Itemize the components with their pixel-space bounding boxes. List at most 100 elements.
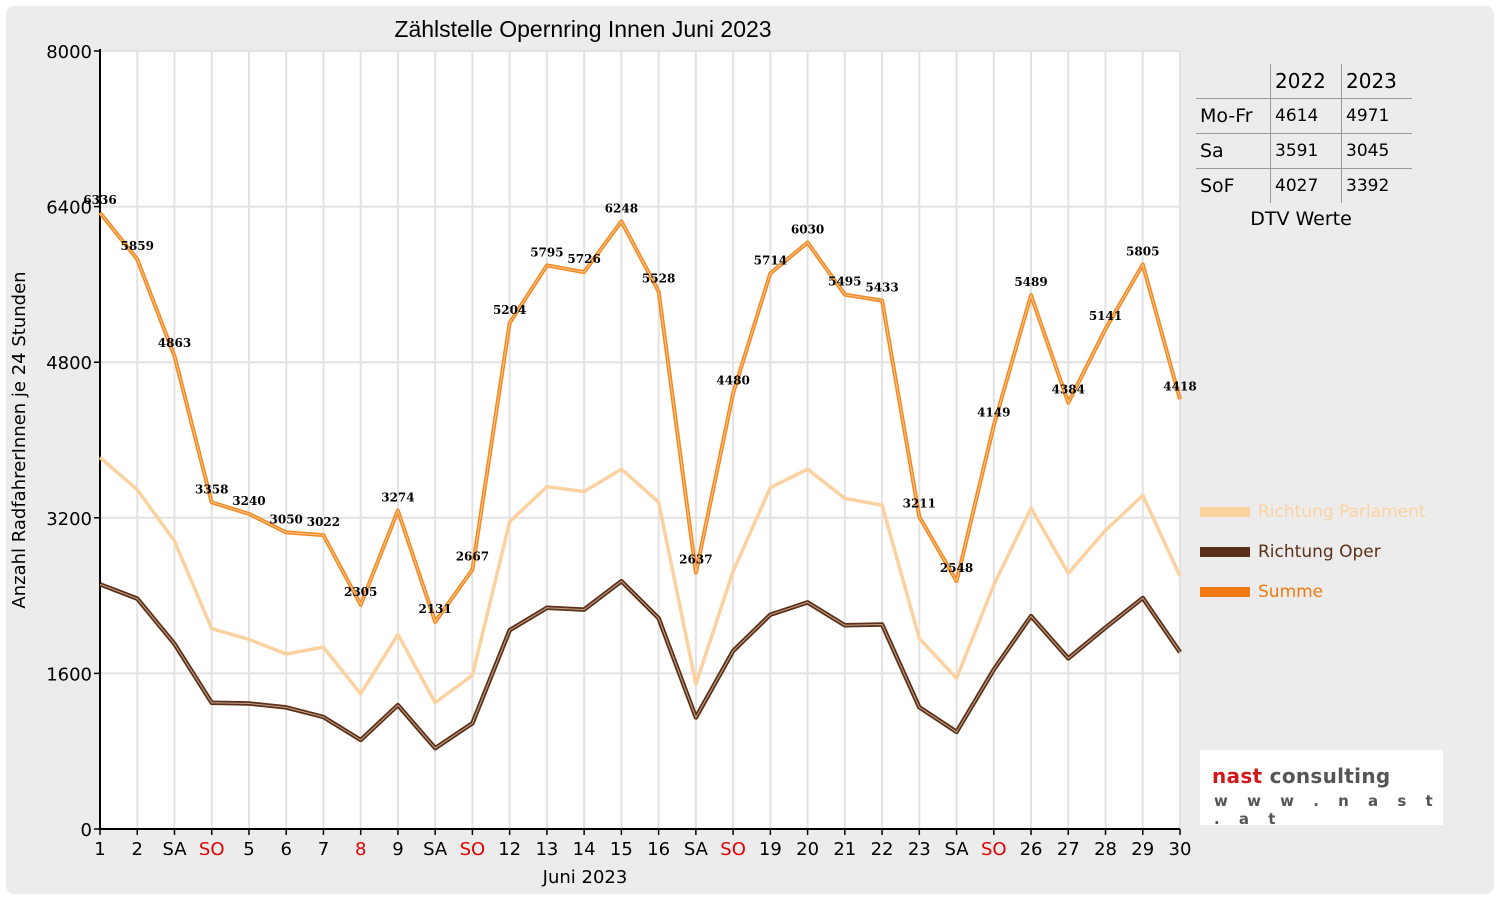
x-tick-label: 6 — [280, 839, 291, 860]
legend-label: Richtung Oper — [1258, 542, 1381, 562]
y-axis-label: Anzahl RadfahrerInnen je 24 Stunden — [9, 271, 30, 608]
plot-area — [100, 51, 1180, 829]
data-label: 3050 — [270, 512, 303, 526]
data-label: 6248 — [605, 201, 638, 215]
x-tick-label: 2 — [132, 839, 143, 860]
legend-swatch — [1200, 547, 1250, 557]
x-tick-label: 19 — [759, 839, 782, 860]
data-label: 5795 — [530, 245, 563, 259]
y-tick-label: 1600 — [46, 664, 92, 685]
series-layer — [98, 211, 1182, 751]
dtv-value-2022: 4614 — [1270, 98, 1342, 134]
data-label: 4384 — [1052, 383, 1085, 397]
series-line-richtung-parlament — [98, 456, 1182, 705]
dtv-row-label: SoF — [1200, 175, 1235, 197]
x-tick-label: 23 — [908, 839, 931, 860]
dtv-row-sof: SoF 4027 3392 — [1196, 168, 1412, 203]
data-label: 6336 — [83, 193, 116, 207]
data-label: 5433 — [865, 281, 898, 295]
legend-swatch — [1200, 507, 1250, 517]
data-label: 3211 — [903, 497, 936, 511]
legend: Richtung Parlament Richtung Oper Summe — [1200, 492, 1426, 612]
data-label: 4149 — [977, 406, 1010, 420]
x-tick-label: 9 — [392, 839, 403, 860]
x-tick-label: SA — [945, 839, 970, 860]
legend-item-parlament: Richtung Parlament — [1200, 492, 1426, 532]
dtv-table: 2022 2023 Mo-Fr 4614 4971 Sa 3591 3045 S… — [1196, 64, 1416, 203]
x-tick-label: SA — [162, 839, 187, 860]
dtv-value-2023: 4971 — [1341, 98, 1412, 134]
dtv-value-2022: 4027 — [1270, 168, 1342, 203]
data-label: 6030 — [791, 223, 824, 237]
x-tick-label: 12 — [498, 839, 521, 860]
logo-brand-word1: nast — [1212, 764, 1263, 788]
x-axis-label: Juni 2023 — [542, 867, 628, 888]
chart-title: Zählstelle Opernring Innen Juni 2023 — [394, 16, 771, 42]
legend-item-oper: Richtung Oper — [1200, 532, 1426, 572]
legend-swatch — [1200, 587, 1250, 597]
dtv-header-2022: 2022 — [1270, 64, 1342, 99]
logo-url: w w w . n a s t . a t — [1214, 792, 1440, 828]
data-label: 5528 — [642, 271, 675, 285]
data-label: 2305 — [344, 585, 377, 599]
dtv-row-mofr: Mo-Fr 4614 4971 — [1196, 98, 1412, 134]
legend-label: Richtung Parlament — [1258, 502, 1426, 522]
dtv-caption: DTV Werte — [1250, 208, 1352, 230]
x-tick-label: 28 — [1094, 839, 1117, 860]
data-label: 2637 — [679, 553, 712, 567]
x-tick-label: SO — [720, 839, 746, 860]
x-tick-label: 26 — [1020, 839, 1043, 860]
data-label: 4480 — [716, 373, 749, 387]
x-tick-label: 22 — [871, 839, 894, 860]
data-label: 4418 — [1163, 379, 1196, 393]
y-tick-label: 3200 — [46, 509, 92, 530]
x-tick-label: 30 — [1169, 839, 1192, 860]
data-label: 3022 — [307, 515, 340, 529]
data-label: 5859 — [121, 239, 154, 253]
y-tick-label: 6400 — [46, 198, 92, 219]
series-line-highlight — [99, 212, 1181, 623]
legend-label: Summe — [1258, 582, 1324, 602]
data-label: 5726 — [567, 252, 600, 266]
x-tick-label: 5 — [243, 839, 254, 860]
nast-consulting-logo: nast consulting w w w . n a s t . a t — [1200, 750, 1443, 828]
logo-brand: nast consulting — [1212, 764, 1390, 788]
x-tick-label: 21 — [833, 839, 856, 860]
dtv-value-2023: 3392 — [1341, 168, 1412, 203]
x-tick-label: SA — [423, 839, 448, 860]
dtv-header-2023: 2023 — [1341, 64, 1412, 99]
x-tick-label: SA — [684, 839, 709, 860]
data-label: 5805 — [1126, 244, 1159, 258]
x-tick-label: 8 — [355, 839, 366, 860]
data-label: 3240 — [232, 494, 265, 508]
x-tick-label: SO — [981, 839, 1007, 860]
data-label: 4863 — [158, 336, 191, 350]
legend-item-summe: Summe — [1200, 572, 1426, 612]
x-tick-label: 1 — [94, 839, 105, 860]
data-label: 5489 — [1014, 275, 1047, 289]
data-label: 5141 — [1089, 309, 1122, 323]
dtv-header-row: 2022 2023 — [1196, 64, 1412, 99]
dtv-row-sa: Sa 3591 3045 — [1196, 133, 1412, 169]
x-tick-label: 20 — [796, 839, 819, 860]
dtv-value-2022: 3591 — [1270, 133, 1342, 169]
dtv-row-label: Mo-Fr — [1196, 98, 1271, 134]
grid-lines — [100, 50, 1181, 829]
logo-brand-word2: consulting — [1269, 764, 1391, 788]
x-tick-label: 27 — [1057, 839, 1080, 860]
data-label: 5204 — [493, 303, 526, 317]
x-tick-label: SO — [460, 839, 486, 860]
data-label: 5714 — [754, 253, 787, 267]
dtv-header-empty — [1196, 64, 1271, 99]
data-label: 2667 — [456, 550, 489, 564]
data-labels: 6336 5859 4863 3358 3240 3050 3022 2305 3274 2131… — [83, 193, 1196, 616]
y-tick-label: 0 — [81, 820, 92, 841]
x-tick-label: 7 — [318, 839, 329, 860]
data-label: 2548 — [940, 561, 973, 575]
dtv-value-2023: 3045 — [1341, 133, 1412, 169]
data-label: 3274 — [381, 491, 414, 505]
y-tick-label: 4800 — [46, 353, 92, 374]
x-tick-label: 15 — [610, 839, 633, 860]
